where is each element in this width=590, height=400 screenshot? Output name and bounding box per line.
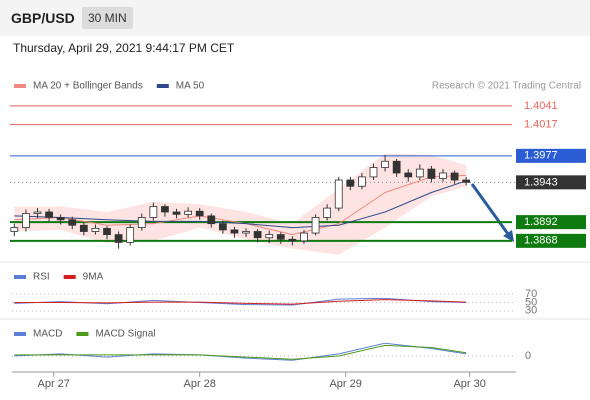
candle-body	[56, 217, 65, 221]
legend-swatch	[14, 275, 26, 279]
candle-body	[276, 234, 285, 240]
candle-body	[149, 206, 158, 218]
candle-body	[288, 238, 297, 242]
candle-body	[439, 172, 447, 179]
forecast-arrow	[470, 183, 510, 235]
legend-label: 9MA	[83, 272, 104, 283]
candle-body	[450, 172, 459, 181]
candle-body	[381, 160, 389, 168]
series-line	[14, 299, 467, 305]
level-box	[516, 148, 586, 163]
candle-body	[33, 211, 42, 214]
y-tick-label: 70	[525, 288, 537, 300]
legend-swatch	[14, 332, 26, 336]
level-label: 1.3868	[524, 235, 558, 247]
candle-body	[161, 206, 169, 213]
x-tick-label: Apr 29	[329, 378, 361, 390]
level-box	[516, 175, 586, 190]
candle-body	[392, 160, 401, 174]
series-line	[14, 180, 467, 229]
y-tick-label: 50	[525, 296, 537, 308]
candle-body	[172, 211, 181, 215]
candle-body	[91, 227, 100, 232]
candle-body	[103, 227, 111, 236]
level-label: 1.3892	[524, 216, 558, 228]
candle-body	[358, 176, 366, 187]
source-note: Research © 2021 Trading Central	[432, 81, 581, 92]
forecast-arrow-head	[503, 230, 514, 242]
candle-body	[218, 223, 227, 231]
candle-body	[346, 179, 355, 187]
candle-body	[427, 168, 436, 179]
level-label: 1.4017	[524, 119, 558, 131]
candle-body	[404, 172, 413, 178]
legend-label: RSI	[33, 272, 50, 283]
legend-label: MA 20 + Bollinger Bands	[33, 81, 143, 92]
x-tick-label: Apr 27	[37, 378, 69, 390]
y-tick-label: 30	[525, 305, 537, 317]
series-line	[14, 297, 467, 306]
candle-body	[242, 231, 250, 234]
legend-label: MACD	[33, 329, 62, 340]
level-label: 1.4041	[524, 100, 558, 112]
candle-body	[253, 231, 262, 239]
candle-body	[230, 229, 239, 234]
series-line	[14, 344, 467, 360]
level-box	[516, 215, 586, 230]
series-line	[14, 342, 467, 361]
legend-label: MACD Signal	[95, 329, 155, 340]
candle-body	[334, 179, 343, 209]
candle-body	[311, 217, 320, 234]
interval-button[interactable]: 30 MIN	[82, 7, 133, 29]
legend-swatch	[14, 84, 26, 88]
level-label: 1.3943	[524, 176, 558, 188]
legend-swatch	[156, 84, 169, 88]
y-tick-label: 0	[525, 350, 531, 362]
x-tick-label: Apr 28	[183, 378, 215, 390]
candle-body	[195, 210, 204, 217]
candle-body	[207, 215, 216, 225]
candle-body	[45, 211, 53, 218]
legend-swatch	[63, 275, 76, 279]
candle-body	[369, 167, 378, 178]
symbol: GBP/USD	[11, 10, 75, 26]
candle-body	[415, 168, 424, 178]
level-box	[516, 233, 586, 248]
candle-body	[462, 179, 471, 183]
candle-body	[22, 213, 30, 228]
x-tick-label: Apr 30	[453, 378, 485, 390]
candle-body	[265, 234, 274, 239]
level-label: 1.3977	[524, 150, 558, 162]
candle-body	[79, 224, 88, 232]
candle-body	[184, 210, 192, 215]
candle-body	[323, 207, 332, 218]
legend-swatch	[76, 332, 89, 336]
legend-label: MA 50	[176, 81, 205, 92]
candle-body	[114, 234, 123, 243]
candle-body	[300, 232, 308, 242]
candle-body	[10, 227, 19, 232]
candle-body	[126, 227, 135, 243]
candle-body	[137, 217, 146, 228]
candle-body	[68, 219, 77, 226]
timestamp: Thursday, April 29, 2021 9:44:17 PM CET	[13, 41, 235, 55]
